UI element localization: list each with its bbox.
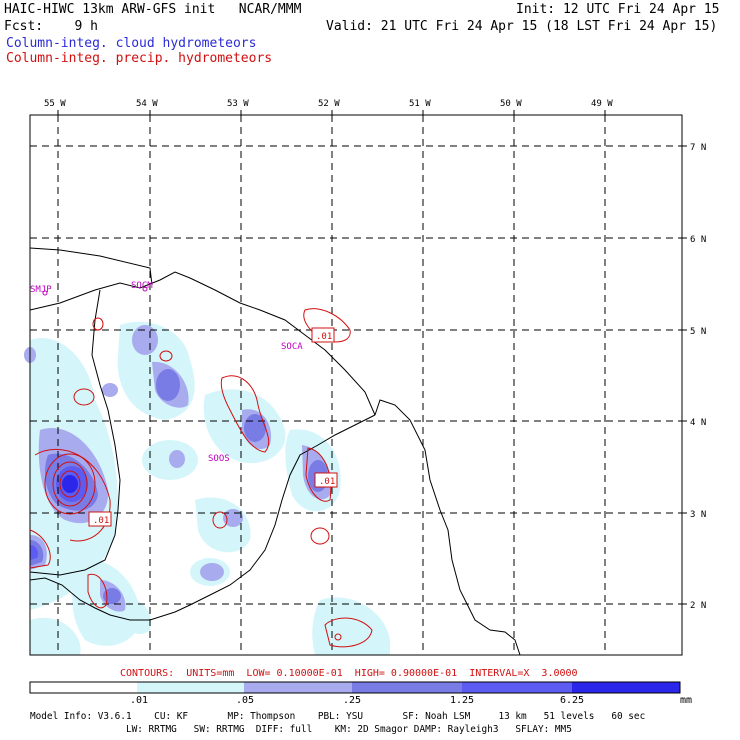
station-label: SMJP <box>30 285 52 295</box>
lat-label: 3 N <box>690 510 706 520</box>
legend-cloud-hydrometeors: Column-integ. cloud hydrometeors <box>6 36 257 51</box>
contour-label: .01 <box>316 332 332 342</box>
coastline-north <box>29 271 376 416</box>
station-label: SOOS <box>208 454 230 464</box>
suriname-border <box>29 289 121 576</box>
plot-title: HAIC-HIWC 13km ARW-GFS init NCAR/MMM <box>4 2 302 17</box>
lat-label: 5 N <box>690 327 706 337</box>
lon-label: 50 W <box>500 99 522 109</box>
precip-contours <box>29 308 373 648</box>
stations: SMJP SOCM SOCA SOOS <box>30 281 303 464</box>
lon-label: 53 W <box>227 99 249 109</box>
cloud-shading <box>24 321 390 655</box>
station-label: SOCM <box>131 281 153 291</box>
oyapock-border <box>29 414 376 621</box>
northern-border <box>29 247 153 286</box>
init-time: Init: 12 UTC Fri 24 Apr 15 <box>516 2 720 17</box>
colorbar-tick: .25 <box>343 695 362 706</box>
coastline-east <box>374 399 521 656</box>
model-info-line2: LW: RRTMG SW: RRTMG DIFF: full KM: 2D Sm… <box>30 724 572 735</box>
lon-label: 49 W <box>591 99 613 109</box>
graticule <box>30 115 682 655</box>
colorbar-unit: mm <box>680 695 693 706</box>
lon-label: 51 W <box>409 99 431 109</box>
colorbar-tick: 6.25 <box>560 695 585 706</box>
legend-precip-hydrometeors: Column-integ. precip. hydrometeors <box>6 51 273 66</box>
lon-label: 55 W <box>44 99 66 109</box>
colorbar-tick: .05 <box>236 695 255 706</box>
station-label: SOCA <box>281 342 303 352</box>
frame-ticks <box>57 110 687 605</box>
longitude-labels: 55 W 54 W 53 W 52 W 51 W 50 W 49 W <box>44 99 613 109</box>
lon-label: 52 W <box>318 99 340 109</box>
contours-caption: CONTOURS: UNITS=mm LOW= 0.10000E-01 HIGH… <box>120 668 578 679</box>
contour-label: .01 <box>93 516 109 526</box>
colorbar-tick: 1.25 <box>450 695 475 706</box>
contour-label-boxes <box>88 327 338 527</box>
valid-time: Valid: 21 UTC Fri 24 Apr 15 (18 LST Fri … <box>326 19 718 34</box>
map-frame <box>29 114 683 656</box>
colorbar-tick: .01 <box>130 695 149 706</box>
lat-label: 2 N <box>690 601 706 611</box>
latitude-labels: 7 N 6 N 5 N 4 N 3 N 2 N <box>690 143 706 611</box>
model-info-line1: Model Info: V3.6.1 CU: KF MP: Thompson P… <box>30 711 646 722</box>
lon-label: 54 W <box>136 99 158 109</box>
coastlines-borders <box>29 247 521 656</box>
lat-label: 6 N <box>690 235 706 245</box>
color-bar <box>29 681 681 694</box>
lat-label: 4 N <box>690 418 706 428</box>
forecast-hour: Fcst: 9 h <box>4 19 98 34</box>
contour-label: .01 <box>319 477 335 487</box>
lat-label: 7 N <box>690 143 706 153</box>
